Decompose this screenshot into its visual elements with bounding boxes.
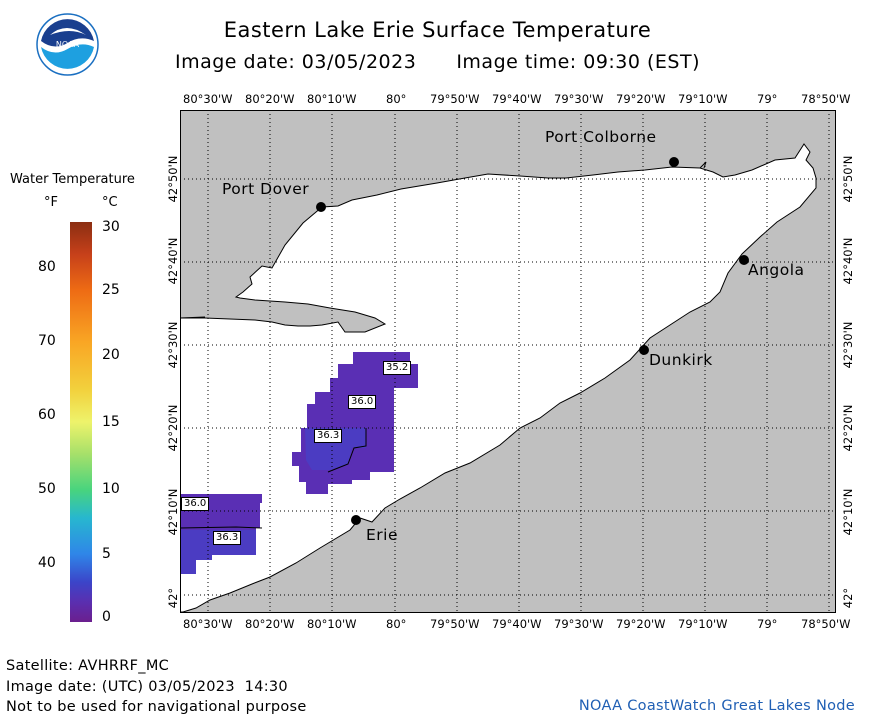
image-date-label: Image date: 03/05/2023 — [174, 51, 417, 73]
lat-tick-right-0: 42° — [841, 587, 855, 609]
lon-tick-bottom-8: 79°10'W — [678, 617, 728, 631]
place-port-colborne: Port Colborne — [545, 128, 657, 146]
subtitle: Image date: 03/05/2023 Image time: 09:30 … — [0, 51, 875, 73]
legend-unit-c: °C — [102, 195, 118, 210]
lon-tick-bottom-9: 79° — [757, 617, 778, 631]
lat-tick-right-2: 42°20'N — [841, 404, 855, 452]
lon-tick-bottom-2: 80°10'W — [307, 617, 357, 631]
temp-label: 36.0 — [348, 395, 377, 409]
lon-tick-top-6: 79°30'W — [554, 92, 604, 106]
image-time-label: Image time: 09:30 (EST) — [456, 51, 701, 73]
lon-tick-bottom-4: 79°50'W — [430, 617, 480, 631]
lon-tick-bottom-3: 80° — [386, 617, 407, 631]
lon-tick-top-1: 80°20'W — [245, 92, 295, 106]
lon-tick-top-0: 80°30'W — [183, 92, 233, 106]
lat-tick-right-1: 42°10'N — [841, 488, 855, 536]
map-panel — [180, 110, 836, 613]
lon-tick-bottom-5: 79°40'W — [492, 617, 542, 631]
legend-title: Water Temperature — [10, 172, 135, 187]
port-colborne-dot — [669, 157, 679, 167]
lon-tick-top-9: 79° — [757, 92, 778, 106]
footer-satellite: Satellite: AVHRRF_MC — [6, 658, 170, 674]
lon-tick-top-3: 80° — [386, 92, 407, 106]
noaa-logo: NOAA — [36, 13, 99, 76]
temp-label: 35.2 — [383, 361, 412, 375]
legend-c-tick: 10 — [102, 481, 120, 497]
legend-c-tick: 5 — [102, 546, 111, 562]
logo-text: NOAA — [56, 40, 80, 49]
lon-tick-bottom-10: 78°50'W — [801, 617, 851, 631]
lon-tick-top-7: 79°20'W — [616, 92, 666, 106]
footer-credit: NOAA CoastWatch Great Lakes Node — [578, 698, 855, 714]
legend-c-tick: 0 — [102, 609, 111, 625]
place-erie: Erie — [366, 526, 399, 544]
erie-dot — [351, 515, 361, 525]
port-dover-dot — [316, 202, 326, 212]
lat-tick-right-5: 42°50'N — [841, 155, 855, 203]
legend-c-tick: 15 — [102, 414, 120, 430]
lon-tick-top-4: 79°50'W — [430, 92, 480, 106]
lat-tick-left-1: 42°10'N — [166, 488, 180, 536]
temp-label: 36.3 — [213, 531, 242, 545]
lon-tick-top-5: 79°40'W — [492, 92, 542, 106]
legend-c-tick: 25 — [102, 282, 120, 298]
temp-label: 36.3 — [314, 429, 343, 443]
page-title: Eastern Lake Erie Surface Temperature — [223, 18, 652, 42]
lon-tick-bottom-6: 79°30'W — [554, 617, 604, 631]
legend-c-tick: 20 — [102, 347, 120, 363]
lat-tick-left-0: 42° — [166, 587, 180, 609]
noaa-logo-icon: NOAA — [36, 13, 99, 76]
dunkirk-dot — [639, 345, 649, 355]
legend-f-tick: 80 — [38, 259, 56, 275]
map-frame — [180, 110, 836, 613]
place-port-dover: Port Dover — [222, 180, 310, 198]
lon-tick-top-8: 79°10'W — [678, 92, 728, 106]
place-angola: Angola — [748, 261, 805, 279]
legend-c-tick: 30 — [102, 219, 120, 235]
angola-dot — [739, 255, 749, 265]
legend-f-tick: 70 — [38, 333, 56, 349]
lat-tick-left-4: 42°40'N — [166, 237, 180, 285]
lon-tick-top-10: 78°50'W — [801, 92, 851, 106]
color-scale-bar — [70, 222, 92, 622]
legend-unit-f: °F — [44, 195, 58, 210]
footer-disclaimer: Not to be used for navigational purpose — [6, 699, 307, 715]
legend-f-tick: 40 — [38, 555, 56, 571]
legend-f-tick: 60 — [38, 407, 56, 423]
lat-tick-left-3: 42°30'N — [166, 321, 180, 369]
lat-tick-right-4: 42°40'N — [841, 237, 855, 285]
lon-tick-top-2: 80°10'W — [307, 92, 357, 106]
lat-tick-left-5: 42°50'N — [166, 155, 180, 203]
graticule — [180, 110, 836, 613]
lon-tick-bottom-0: 80°30'W — [183, 617, 233, 631]
footer-utc-date: Image date: (UTC) 03/05/2023 14:30 — [6, 679, 288, 695]
lon-tick-bottom-1: 80°20'W — [245, 617, 295, 631]
lat-tick-left-2: 42°20'N — [166, 404, 180, 452]
lon-tick-bottom-7: 79°20'W — [616, 617, 666, 631]
lat-tick-right-3: 42°30'N — [841, 321, 855, 369]
temp-label: 36.0 — [181, 497, 210, 511]
place-dunkirk: Dunkirk — [649, 351, 713, 369]
legend-f-tick: 50 — [38, 481, 56, 497]
